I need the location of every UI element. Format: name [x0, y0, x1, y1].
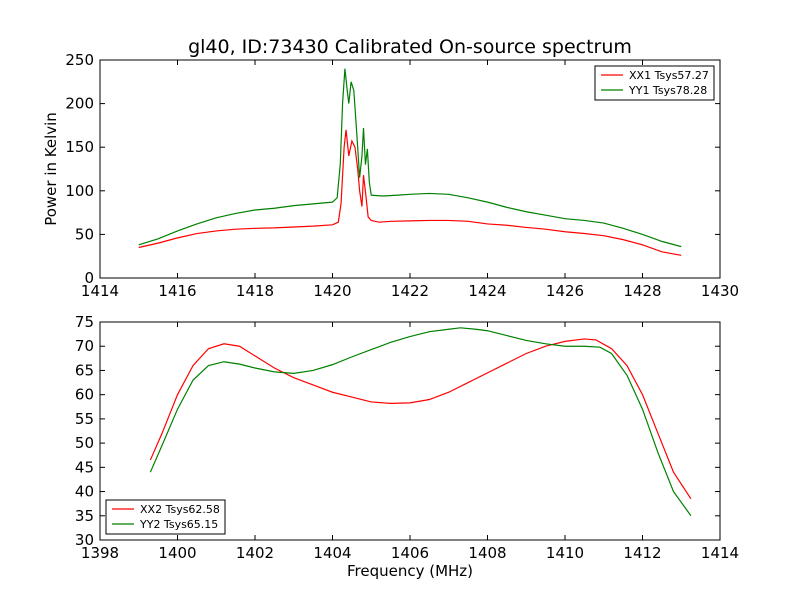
bottom-series-layer — [149, 327, 692, 517]
top-x-tick-label: 1414 — [81, 282, 119, 300]
top-legend: XX1 Tsys57.27 YY1 Tsys78.28 — [594, 65, 715, 101]
bottom-legend: XX2 Tsys62.58 YY2 Tsys65.15 — [105, 499, 226, 535]
top-series-layer — [138, 68, 682, 256]
bottom-y-tick-label: 30 — [75, 531, 94, 549]
top-y-tick-label: 100 — [65, 182, 94, 200]
top-y-tick-label: 150 — [65, 138, 94, 156]
bottom-y-tick-label: 50 — [75, 434, 94, 452]
top-series-line-1 — [138, 129, 682, 256]
bottom-y-tick-label: 70 — [75, 337, 94, 355]
bottom-y-tick-label: 75 — [75, 313, 94, 331]
bottom-ticks: 1398 1400 1402 1404 1406 1408 1410 1412 1414 30 35… — [75, 313, 739, 562]
bottom-x-axis-label: Frequency (MHz) — [347, 562, 473, 580]
bottom-x-tick-label: 1402 — [236, 544, 274, 562]
top-subplot: 1414 1416 1418 1420 1422 1424 1426 1428 1430 0 50 1… — [42, 51, 739, 300]
bottom-x-tick-label: 1414 — [701, 544, 739, 562]
top-legend-box — [594, 65, 715, 101]
top-x-tick-label: 1430 — [701, 282, 739, 300]
top-ticks: 1414 1416 1418 1420 1422 1424 1426 1428 1430 0 50 1… — [65, 51, 739, 300]
top-x-tick-label: 1428 — [623, 282, 661, 300]
top-x-tick-label: 1424 — [468, 282, 506, 300]
bottom-subplot: 1398 1400 1402 1404 1406 1408 1410 1412 1414 30 35… — [75, 313, 739, 580]
bottom-x-tick-label: 1406 — [391, 544, 429, 562]
top-series-line-2 — [138, 68, 682, 248]
bottom-y-tick-label: 35 — [75, 507, 94, 525]
bottom-x-tick-label: 1400 — [158, 544, 196, 562]
top-legend-label-1: XX1 Tsys57.27 — [629, 69, 709, 82]
top-x-tick-label: 1416 — [158, 282, 196, 300]
top-legend-label-2: YY1 Tsys78.28 — [628, 84, 707, 97]
top-y-tick-label: 200 — [65, 95, 94, 113]
bottom-series-line-2 — [149, 327, 692, 517]
bottom-legend-label-1: XX2 Tsys62.58 — [140, 503, 220, 516]
bottom-x-tick-label: 1404 — [313, 544, 351, 562]
bottom-x-tick-label: 1412 — [623, 544, 661, 562]
top-y-tick-label: 250 — [65, 51, 94, 69]
top-y-tick-label: 50 — [75, 225, 94, 243]
bottom-y-tick-label: 65 — [75, 361, 94, 379]
bottom-x-tick-label: 1408 — [468, 544, 506, 562]
top-x-tick-label: 1422 — [391, 282, 429, 300]
bottom-x-tick-label: 1398 — [81, 544, 119, 562]
top-y-tick-label: 0 — [84, 269, 94, 287]
top-x-tick-label: 1426 — [546, 282, 584, 300]
top-x-tick-label: 1420 — [313, 282, 351, 300]
bottom-y-tick-label: 60 — [75, 386, 94, 404]
top-x-tick-label: 1418 — [236, 282, 274, 300]
bottom-y-tick-label: 55 — [75, 410, 94, 428]
bottom-series-line-1 — [149, 338, 692, 500]
top-y-axis-label: Power in Kelvin — [42, 112, 60, 226]
bottom-legend-box — [105, 499, 226, 535]
bottom-x-tick-label: 1410 — [546, 544, 584, 562]
bottom-legend-label-2: YY2 Tsys65.15 — [139, 518, 218, 531]
chart-title: gl40, ID:73430 Calibrated On-source spec… — [188, 36, 632, 58]
bottom-y-tick-label: 45 — [75, 458, 94, 476]
bottom-y-tick-label: 40 — [75, 483, 94, 501]
